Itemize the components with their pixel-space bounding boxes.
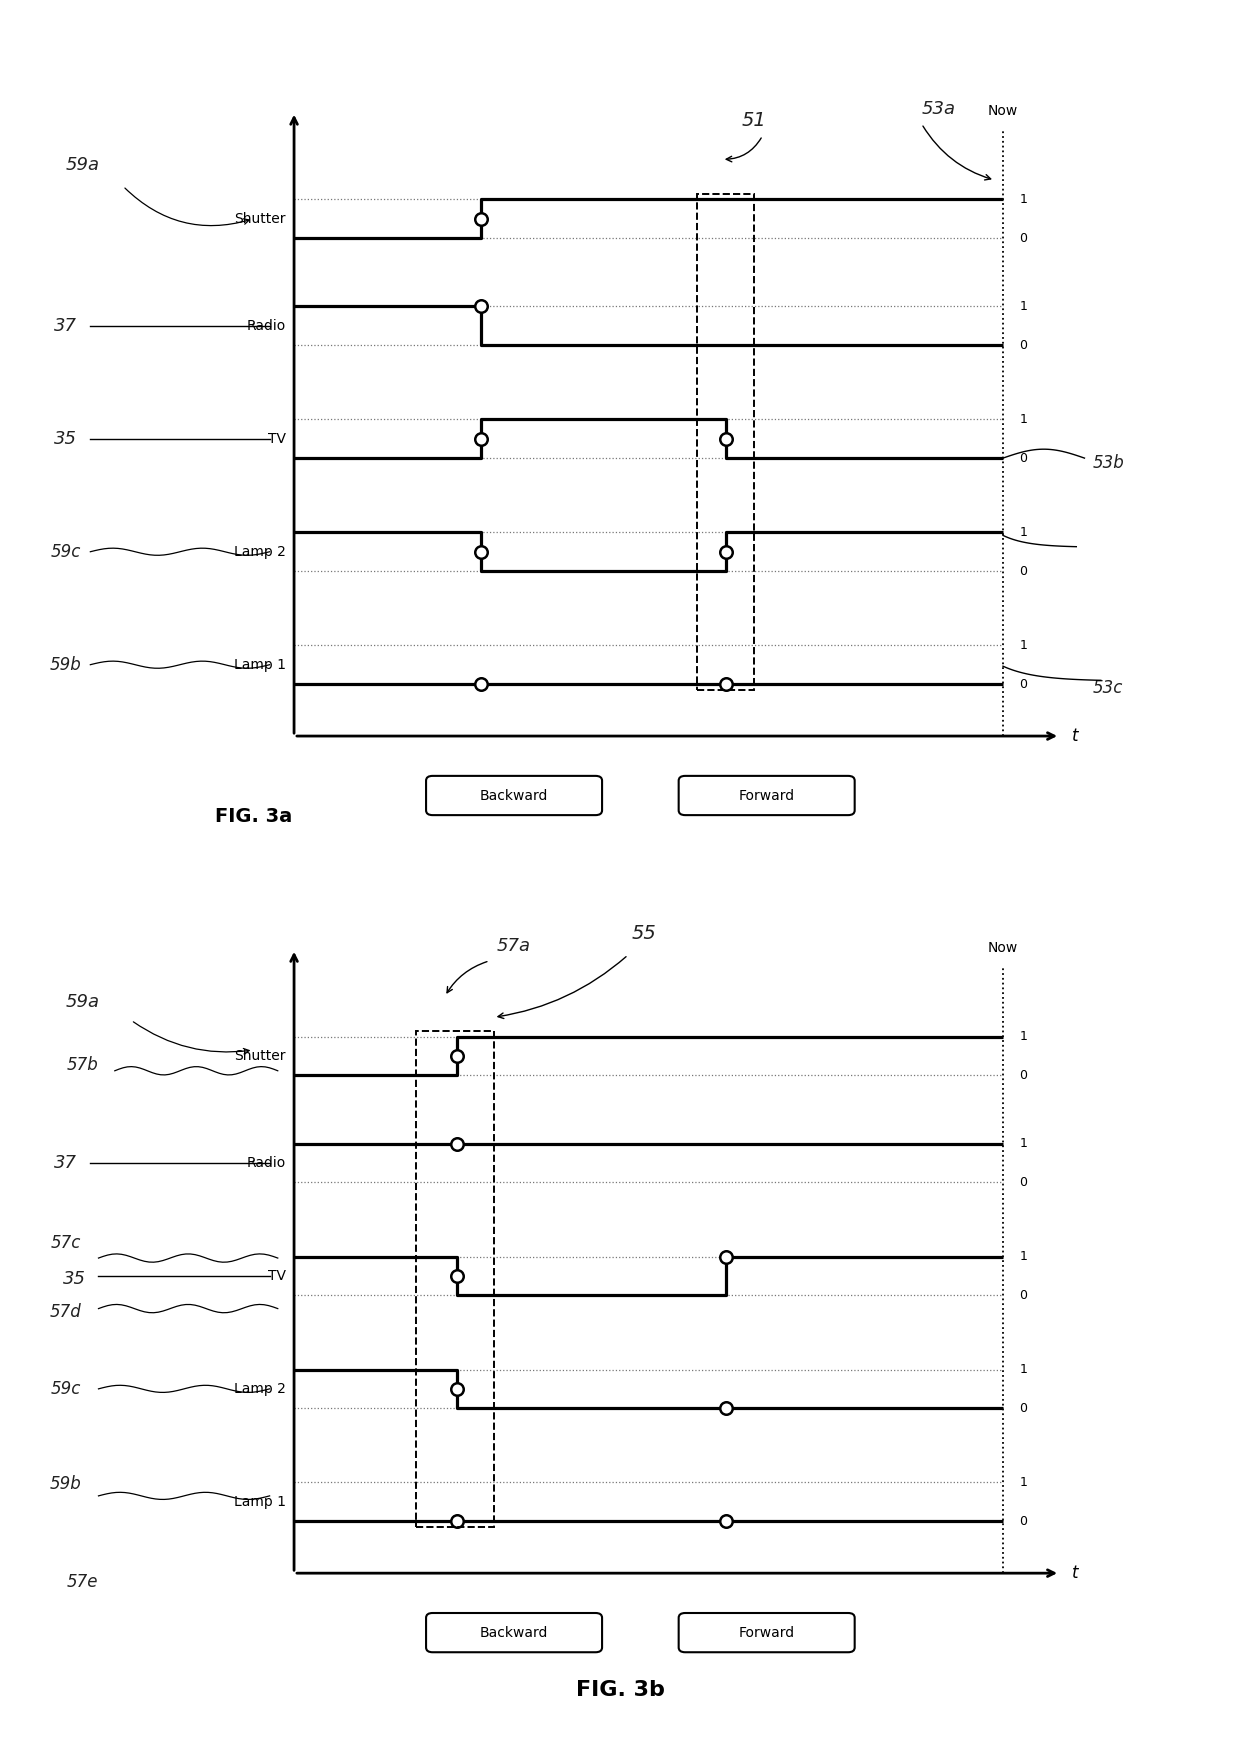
Text: 1: 1	[1019, 1031, 1027, 1043]
Text: 0: 0	[1019, 1289, 1027, 1301]
Text: Now: Now	[988, 940, 1018, 956]
Text: Now: Now	[988, 103, 1018, 119]
Text: Lamp 1: Lamp 1	[234, 1495, 286, 1509]
Text: t: t	[1073, 727, 1079, 745]
Text: Backward: Backward	[480, 1625, 548, 1639]
Text: 57b: 57b	[66, 1055, 98, 1074]
Text: 0: 0	[1019, 565, 1027, 577]
Text: 0: 0	[1019, 1402, 1027, 1414]
Text: 57d: 57d	[50, 1303, 82, 1320]
Text: 1: 1	[1019, 1137, 1027, 1149]
Text: t: t	[1073, 1564, 1079, 1582]
Text: FIG. 3b: FIG. 3b	[575, 1681, 665, 1700]
Text: 1: 1	[1019, 1475, 1027, 1489]
Text: 51: 51	[742, 110, 766, 129]
Text: Lamp 2: Lamp 2	[234, 544, 286, 558]
Text: 59a: 59a	[66, 994, 99, 1012]
Text: 1: 1	[1019, 413, 1027, 426]
Text: TV: TV	[268, 433, 286, 446]
Text: Radio: Radio	[247, 319, 286, 333]
Text: 1: 1	[1019, 1250, 1027, 1263]
Text: 53b: 53b	[1092, 453, 1125, 471]
Text: 59a: 59a	[66, 157, 99, 174]
Text: 59b: 59b	[50, 1475, 82, 1493]
Text: Shutter: Shutter	[234, 211, 286, 225]
Bar	[417, 1031, 494, 1528]
Text: 0: 0	[1019, 1069, 1027, 1081]
Text: 0: 0	[1019, 232, 1027, 244]
Text: Forward: Forward	[739, 788, 795, 802]
Text: FIG. 3a: FIG. 3a	[215, 807, 291, 827]
Text: 37: 37	[55, 1155, 77, 1172]
Text: 59c: 59c	[51, 1380, 81, 1399]
Text: 1: 1	[1019, 1364, 1027, 1376]
Text: 59c: 59c	[51, 542, 81, 562]
Text: Shutter: Shutter	[234, 1048, 286, 1062]
Text: 55: 55	[632, 924, 657, 944]
Text: Lamp 2: Lamp 2	[234, 1381, 286, 1395]
Text: 1: 1	[1019, 300, 1027, 312]
Text: 0: 0	[1019, 677, 1027, 691]
Text: TV: TV	[268, 1270, 286, 1284]
Text: 53a: 53a	[921, 99, 956, 119]
Text: 57e: 57e	[67, 1573, 98, 1591]
Text: 57c: 57c	[51, 1235, 81, 1252]
Text: 57a: 57a	[497, 937, 531, 956]
Text: 1: 1	[1019, 194, 1027, 206]
Text: 0: 0	[1019, 452, 1027, 464]
Text: Lamp 1: Lamp 1	[234, 657, 286, 671]
Text: 0: 0	[1019, 1175, 1027, 1189]
Text: 35: 35	[55, 429, 77, 448]
Text: 1: 1	[1019, 638, 1027, 652]
Text: 59b: 59b	[50, 656, 82, 673]
Text: Backward: Backward	[480, 788, 548, 802]
Text: Radio: Radio	[247, 1156, 286, 1170]
Bar	[697, 194, 754, 691]
Text: 1: 1	[1019, 527, 1027, 539]
Text: 0: 0	[1019, 338, 1027, 352]
Text: 0: 0	[1019, 1514, 1027, 1528]
Text: 37: 37	[55, 317, 77, 335]
Text: Forward: Forward	[739, 1625, 795, 1639]
Text: 53c: 53c	[1092, 680, 1123, 698]
Text: 35: 35	[62, 1270, 86, 1287]
